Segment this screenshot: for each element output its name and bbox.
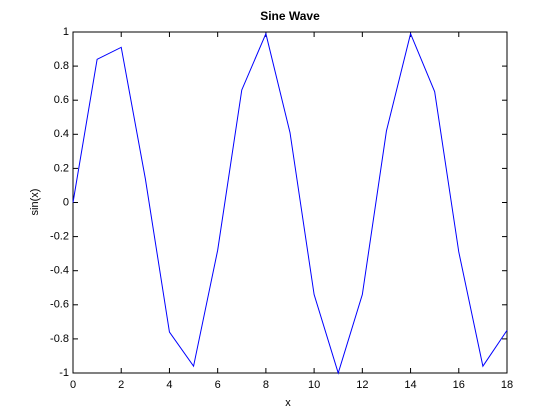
x-axis-label: x	[285, 397, 291, 409]
x-tick-label: 2	[118, 379, 124, 391]
y-tick-label: -0.8	[50, 333, 69, 345]
y-tick-label: -1	[59, 367, 69, 379]
x-tick-label: 10	[308, 379, 320, 391]
x-tick-label: 8	[263, 379, 269, 391]
x-tick-label: 6	[215, 379, 221, 391]
y-tick-label: 0.2	[54, 162, 69, 174]
y-tick-label: -0.6	[50, 299, 69, 311]
y-tick-label: -0.2	[50, 231, 69, 243]
y-tick-label: -0.4	[50, 265, 69, 277]
y-tick-label: 0	[63, 196, 69, 208]
x-tick-label: 14	[404, 379, 416, 391]
y-tick-label: 0.4	[54, 128, 69, 140]
line-series	[72, 32, 508, 375]
y-axis-label: sin(x)	[29, 189, 41, 216]
plot-area	[72, 31, 508, 374]
x-tick-label: 18	[501, 379, 513, 391]
x-tick-label: 12	[356, 379, 368, 391]
y-tick-label: 1	[63, 26, 69, 38]
y-tick-label: 0.6	[54, 94, 69, 106]
x-tick-label: 4	[166, 379, 172, 391]
y-tick-label: 0.8	[54, 60, 69, 72]
x-tick-label: 0	[70, 379, 76, 391]
chart-title: Sine Wave	[260, 9, 320, 23]
x-tick-label: 16	[453, 379, 465, 391]
